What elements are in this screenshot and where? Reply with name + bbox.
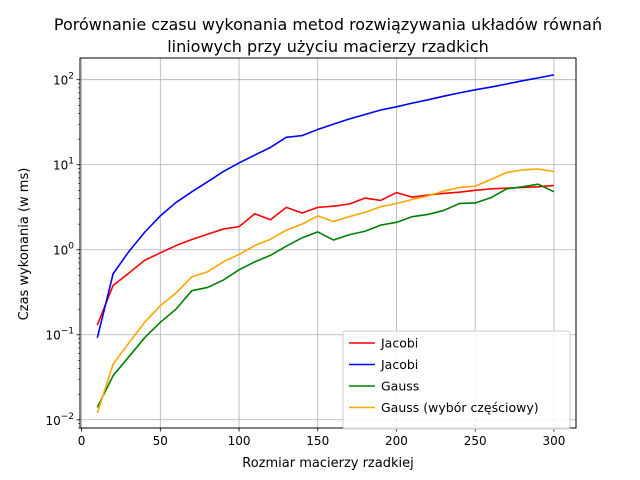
series-line bbox=[96, 74, 555, 339]
x-tick-label: 100 bbox=[228, 434, 251, 448]
series-line bbox=[96, 184, 555, 326]
x-tick-label: 200 bbox=[385, 434, 408, 448]
series-line bbox=[96, 183, 555, 408]
y-tick-label: 101 bbox=[53, 157, 74, 173]
legend-box bbox=[342, 330, 571, 430]
plot-frame bbox=[79, 57, 577, 429]
axis-ticks: 0 50 100 150 200 250 300 10−2 10−1 100 101 102 bbox=[45, 72, 565, 448]
y-tick-label: 100 bbox=[53, 242, 74, 258]
x-tick-label: 250 bbox=[464, 434, 487, 448]
x-axis-label: Rozmiar macierzy rzadkiej bbox=[242, 456, 413, 471]
y-tick-label: 10−1 bbox=[45, 327, 74, 343]
chart-title-line-2: liniowych przy użyciu macierzy rzadkich bbox=[167, 37, 489, 56]
legend-label: Jacobi bbox=[380, 357, 418, 372]
legend-label: Gauss bbox=[381, 379, 419, 394]
series-line bbox=[96, 168, 555, 414]
legend-label: Gauss (wybór częściowy) bbox=[381, 400, 539, 415]
x-tick-label: 300 bbox=[543, 434, 566, 448]
y-tick-label: 10−2 bbox=[45, 412, 74, 428]
grid bbox=[80, 58, 576, 428]
y-tick-label: 102 bbox=[53, 72, 74, 88]
y-axis-label: Czas wykonania (w ms) bbox=[17, 168, 32, 321]
x-tick-label: 50 bbox=[153, 434, 168, 448]
x-tick-label: 0 bbox=[78, 434, 86, 448]
legend: Jacobi Jacobi Gauss Gauss (wybór częściowy) bbox=[342, 330, 571, 430]
series-lines bbox=[96, 74, 555, 414]
x-tick-label: 150 bbox=[306, 434, 329, 448]
legend-label: Jacobi bbox=[380, 336, 418, 351]
chart-title-line-1: Porównanie czasu wykonania metod rozwiąz… bbox=[54, 15, 602, 34]
